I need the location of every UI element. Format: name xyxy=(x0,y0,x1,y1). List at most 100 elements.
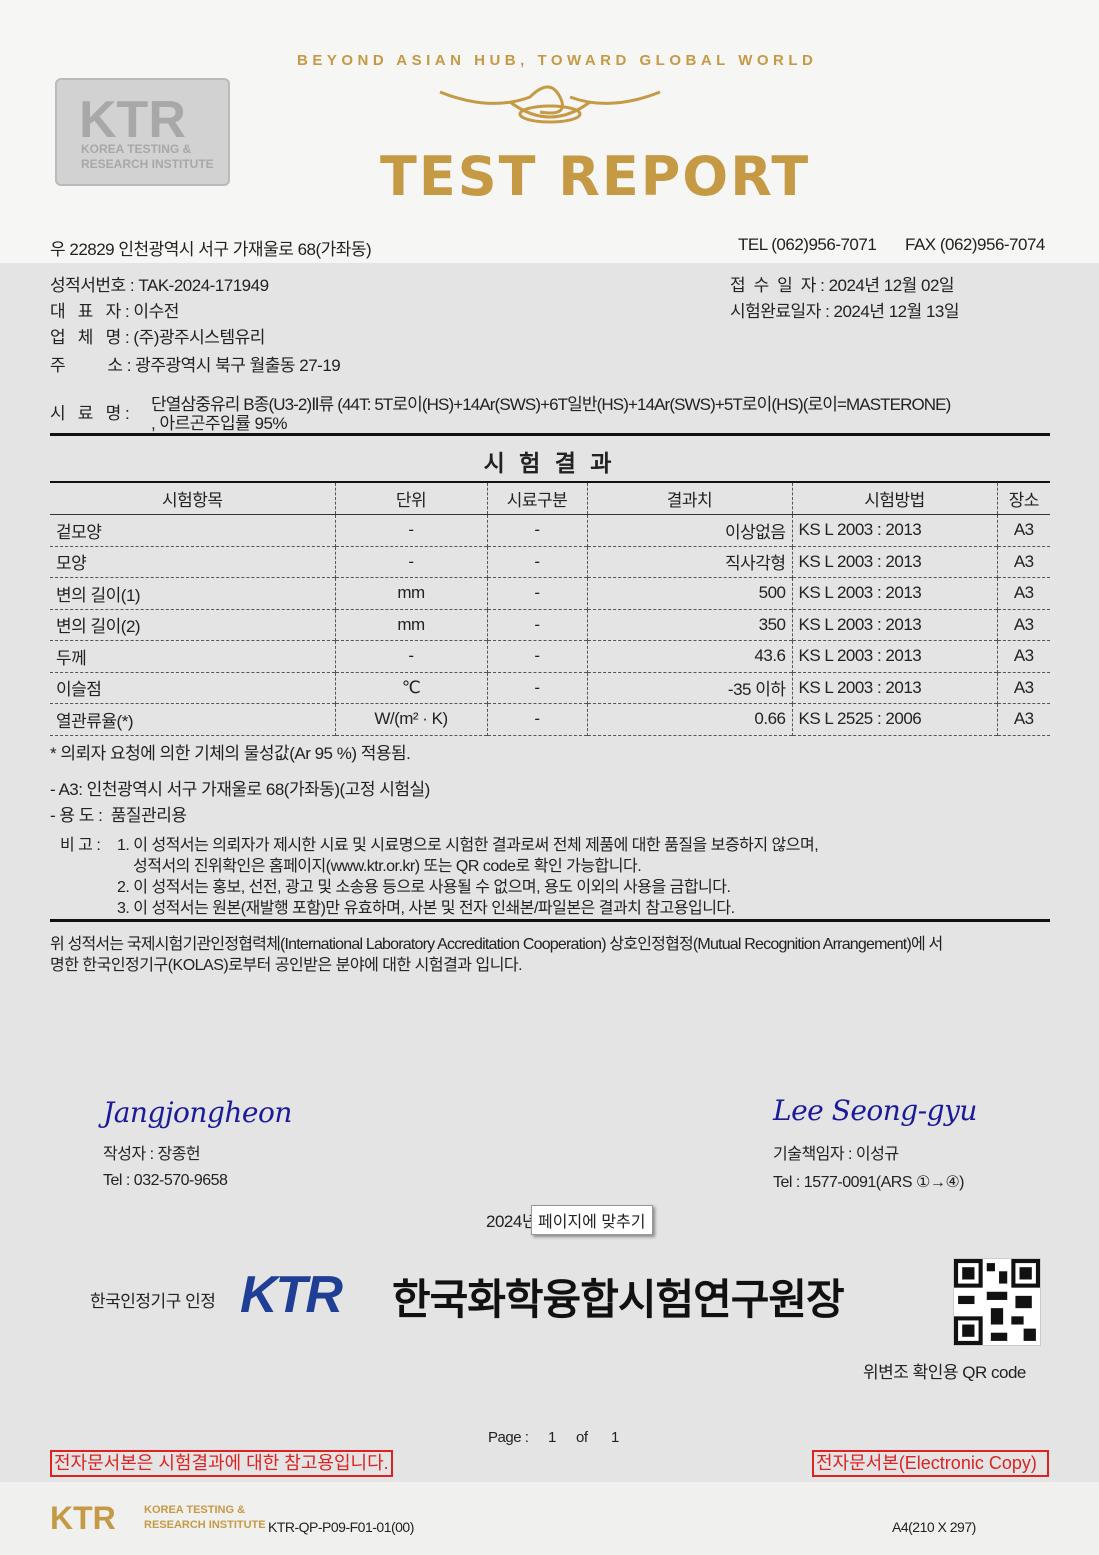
table-cell: 43.6 xyxy=(586,640,792,672)
table-cell: 0.66 xyxy=(586,703,792,735)
received-date: 접 수 일 자 : 2024년 12월 02일 xyxy=(730,276,955,295)
issuer-name: 한국화학융합시험연구원장 xyxy=(392,1276,845,1323)
ktr-logo: KTR KOREA TESTING & RESEARCH INSTITUTE xyxy=(55,78,230,186)
table-cell: A3 xyxy=(996,577,1050,609)
accreditation-text-2: 명한 한국인정기구(KOLAS)로부터 공인받은 분야에 대한 시험결과 입니다… xyxy=(50,957,523,974)
table-cell: A3 xyxy=(996,703,1050,735)
table-cell: - xyxy=(334,514,487,546)
table-cell: - xyxy=(486,609,587,641)
table-cell: A3 xyxy=(996,546,1050,578)
paper-size: A4(210 X 297) xyxy=(892,1519,976,1535)
table-cell: A3 xyxy=(996,514,1050,546)
table-row: 변의 길이(1) mm -500 KS L 2003 : 2013 A3 xyxy=(50,577,1050,609)
table-cell: KS L 2003 : 2013 xyxy=(791,514,997,546)
qr-label: 위변조 확인용 QR code xyxy=(863,1363,1026,1382)
author-tel: Tel : 032-570-9658 xyxy=(103,1172,228,1189)
table-cell: A3 xyxy=(996,672,1050,704)
table-cell: 모양 xyxy=(56,554,87,574)
table-cell: 겉모양 xyxy=(56,522,102,542)
table-cell: - xyxy=(486,514,587,546)
lab-address: 우 22829 인천광역시 서구 가재울로 68(가좌동) xyxy=(50,240,372,259)
table-cell: KS L 2003 : 2013 xyxy=(791,609,997,641)
table-cell: - xyxy=(334,546,487,578)
author-name: 작성자 : 장종헌 xyxy=(103,1146,201,1163)
table-cell: - xyxy=(486,703,587,735)
qr-code-icon[interactable] xyxy=(953,1258,1041,1346)
test-location: - A3: 인천광역시 서구 가재울로 68(가좌동)(고정 시험실) xyxy=(50,780,430,799)
purpose: - 용 도 : 품질관리용 xyxy=(50,806,187,825)
company: 업 체 명 : (주)광주시스템유리 xyxy=(50,328,265,347)
remark: 3. 이 성적서는 원본(재발행 포함)만 유효하며, 사본 및 전자 인쇄본/… xyxy=(117,900,735,917)
client-address: 주 소 : 광주광역시 북구 월출동 27-19 xyxy=(50,356,341,375)
table-cell: mm xyxy=(334,577,487,609)
table-cell: 이슬점 xyxy=(56,680,102,700)
remark: 1. 이 성적서는 의뢰자가 제시한 시료 및 시료명으로 시험한 결과로써 전… xyxy=(117,837,819,854)
table-cell: -35 이하 xyxy=(586,672,792,704)
logo-sub: KOREA TESTING & RESEARCH INSTITUTE xyxy=(81,142,214,172)
table-cell: 350 xyxy=(586,609,792,641)
col-header: 시료구분 xyxy=(486,483,587,515)
footnote: * 의뢰자 요청에 의한 기체의 물성값(Ar 95 %) 적용됨. xyxy=(50,744,411,763)
author-signature: Jangjongheon xyxy=(103,1096,292,1129)
table-cell: 500 xyxy=(586,577,792,609)
table-cell: 직사각형 xyxy=(586,546,792,578)
sample-name-2: , 아르곤주입률 95% xyxy=(151,414,288,433)
remark: 성적서의 진위확인은 홈페이지(www.ktr.or.kr) 또는 QR cod… xyxy=(133,858,642,875)
page-label: Page : xyxy=(488,1429,529,1446)
report-number: 성적서번호 : TAK-2024-171949 xyxy=(50,276,269,295)
table-cell: A3 xyxy=(996,640,1050,672)
table-cell: 두께 xyxy=(56,648,87,668)
tech-manager-tel: Tel : 1577-0091(ARS ①→④) xyxy=(773,1174,965,1191)
table-cell: - xyxy=(334,640,487,672)
ornament-icon xyxy=(439,85,661,124)
reference-copy-stamp: 전자문서본은 시험결과에 대한 참고용입니다. xyxy=(50,1450,393,1477)
results-table: 시험항목 단위 시료구분 결과치 시험방법 장소 겉모양 - - 이상없음 KS L 2… xyxy=(50,483,1050,736)
table-row: 변의 길이(2) mm -350 KS L 2003 : 2013 A3 xyxy=(50,609,1050,641)
table-cell: KS L 2525 : 2006 xyxy=(791,703,997,735)
table-cell: W/(m² · K) xyxy=(334,703,487,735)
footer-sub2: RESEARCH INSTITUTE xyxy=(144,1519,266,1531)
lab-fax: FAX (062)956-7074 xyxy=(905,235,1045,254)
divider xyxy=(50,481,1050,483)
footer-area xyxy=(0,1482,1099,1555)
table-cell: 변의 길이(2) xyxy=(56,617,141,637)
table-row: 겉모양 - - 이상없음 KS L 2003 : 2013 A3 xyxy=(50,514,1050,546)
table-cell: KS L 2003 : 2013 xyxy=(791,577,997,609)
issue-date: 2024년 xyxy=(486,1212,537,1231)
footer-logo: KTR xyxy=(50,1500,116,1536)
lab-tel: TEL (062)956-7071 xyxy=(738,235,877,254)
remarks-label: 비 고 : xyxy=(60,837,101,854)
col-header: 시험항목 xyxy=(161,491,223,510)
report-title: TEST REPORT xyxy=(380,145,811,208)
table-cell: - xyxy=(486,672,587,704)
table-row: 모양 - - 직사각형 KS L 2003 : 2013 A3 xyxy=(50,546,1050,578)
page-current: 1 xyxy=(548,1429,556,1446)
table-header: 시험항목 단위 시료구분 결과치 시험방법 장소 xyxy=(50,483,1050,515)
electronic-copy-stamp: 전자문서본(Electronic Copy) xyxy=(812,1450,1049,1477)
col-header: 결과치 xyxy=(586,483,792,515)
tech-manager-name: 기술책임자 : 이성규 xyxy=(773,1146,899,1163)
ktr-logo-large: KTR xyxy=(240,1266,343,1324)
results-title: 시 험 결 과 xyxy=(483,450,616,476)
table-cell: - xyxy=(486,640,587,672)
table-cell: mm xyxy=(334,609,487,641)
table-cell: A3 xyxy=(996,609,1050,641)
sample-label: 시 료 명 : xyxy=(50,404,130,423)
table-cell: ℃ xyxy=(334,672,487,704)
table-cell: 변의 길이(1) xyxy=(56,585,141,605)
table-cell: - xyxy=(486,577,587,609)
divider xyxy=(50,919,1050,922)
logo-sub2: RESEARCH INSTITUTE xyxy=(81,157,214,171)
footer-sub1: KOREA TESTING & xyxy=(144,1504,246,1516)
form-code: KTR-QP-P09-F01-01(00) xyxy=(268,1519,414,1535)
page-of: of xyxy=(576,1429,588,1446)
representative: 대 표 자 : 이수전 xyxy=(50,302,179,321)
table-row: 이슬점 ℃ - -35 이하 KS L 2003 : 2013 A3 xyxy=(50,672,1050,704)
divider xyxy=(50,433,1050,436)
kolas-label: 한국인정기구 인정 xyxy=(90,1292,216,1311)
table-cell: 이상없음 xyxy=(586,514,792,546)
completed-date: 시험완료일자 : 2024년 12월 13일 xyxy=(730,302,960,321)
table-cell: KS L 2003 : 2013 xyxy=(791,546,997,578)
fit-to-page-tooltip: 페이지에 맞추기 xyxy=(531,1205,653,1235)
sample-name: 단열삼중유리 B종(U3-2)Ⅱ류 (44T: 5T로이(HS)+14Ar(SW… xyxy=(151,395,951,414)
